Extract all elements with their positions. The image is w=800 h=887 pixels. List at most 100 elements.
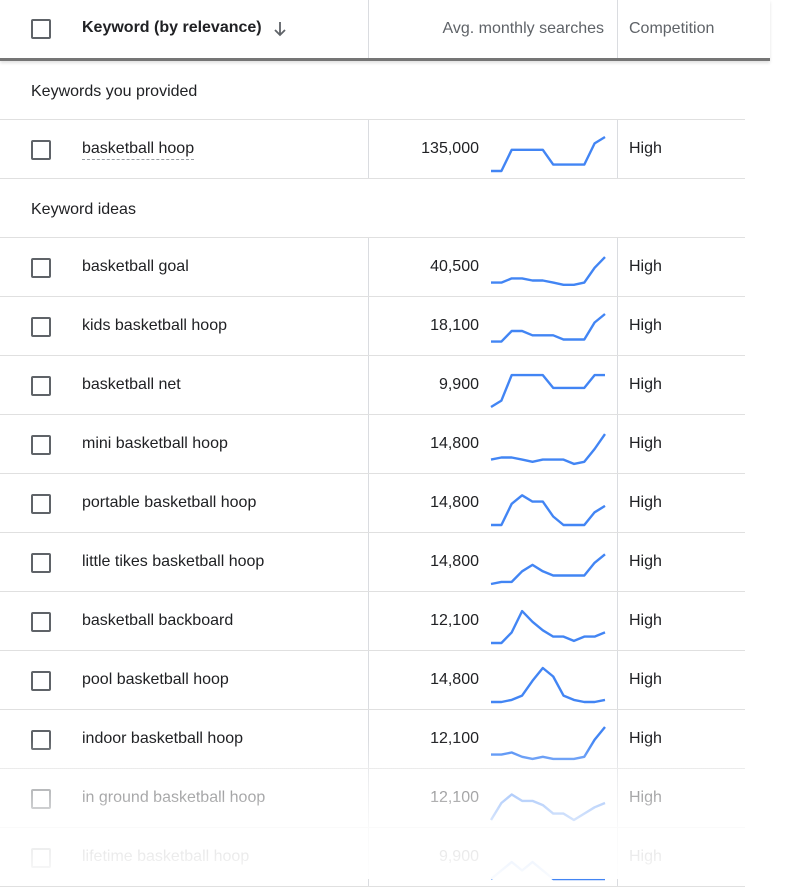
trend-line bbox=[491, 609, 606, 645]
column-divider bbox=[368, 120, 369, 178]
provided-rows: basketball hoop 135,000 High bbox=[0, 120, 770, 179]
table-row[interactable]: in ground basketball hoop 12,100 High bbox=[0, 769, 745, 828]
trend-line bbox=[490, 373, 605, 409]
column-divider bbox=[617, 356, 618, 414]
table-row[interactable]: indoor basketball hoop 12,100 High bbox=[0, 710, 745, 769]
column-divider bbox=[368, 238, 369, 296]
competition-level: High bbox=[629, 140, 662, 157]
table-row[interactable]: basketball goal 40,500 High bbox=[0, 238, 745, 297]
table-row[interactable]: lifetime basketball hoop 9,900 High bbox=[0, 828, 745, 887]
competition-level: High bbox=[629, 730, 662, 747]
column-divider bbox=[368, 297, 369, 355]
column-header-keyword[interactable]: Keyword (by relevance) bbox=[82, 19, 262, 36]
trend-line bbox=[490, 860, 605, 881]
section-provided: Keywords you provided bbox=[0, 61, 745, 120]
row-checkbox[interactable] bbox=[31, 789, 51, 809]
section-label: Keywords you provided bbox=[31, 83, 198, 100]
row-checkbox[interactable] bbox=[31, 553, 51, 573]
row-checkbox[interactable] bbox=[31, 612, 51, 632]
column-divider bbox=[368, 0, 369, 58]
row-checkbox[interactable] bbox=[31, 258, 51, 278]
column-divider bbox=[368, 533, 369, 591]
trend-line bbox=[491, 666, 606, 704]
avg-monthly-searches: 135,000 bbox=[421, 140, 479, 157]
competition-level: High bbox=[629, 789, 662, 806]
row-checkbox[interactable] bbox=[31, 435, 51, 455]
idea-rows: basketball goal 40,500 High kids basketball… bbox=[0, 238, 770, 887]
row-checkbox[interactable] bbox=[31, 730, 51, 750]
competition-level: High bbox=[629, 376, 662, 393]
trend-line bbox=[491, 313, 606, 343]
trend-line bbox=[491, 726, 606, 761]
avg-monthly-searches: 12,100 bbox=[430, 612, 479, 629]
keyword-text: lifetime basketball hoop bbox=[82, 848, 250, 865]
column-divider bbox=[617, 474, 618, 532]
select-all-checkbox[interactable] bbox=[31, 19, 51, 39]
avg-monthly-searches: 14,800 bbox=[430, 671, 479, 688]
trend-sparkline[interactable] bbox=[490, 485, 606, 529]
keyword-text: basketball backboard bbox=[82, 612, 234, 629]
keyword-ideas-table: Keyword (by relevance) Avg. monthly sear… bbox=[0, 0, 770, 887]
column-divider bbox=[368, 828, 369, 886]
table-row[interactable]: kids basketball hoop 18,100 High bbox=[0, 297, 745, 356]
column-divider bbox=[617, 533, 618, 591]
competition-level: High bbox=[629, 671, 662, 688]
table-header: Keyword (by relevance) Avg. monthly sear… bbox=[0, 0, 770, 61]
trend-sparkline[interactable] bbox=[490, 721, 606, 765]
trend-sparkline[interactable] bbox=[490, 131, 606, 175]
section-label: Keyword ideas bbox=[31, 201, 136, 218]
keyword-text: in ground basketball hoop bbox=[82, 789, 266, 806]
keyword-text: indoor basketball hoop bbox=[82, 730, 244, 747]
keyword-text[interactable]: basketball hoop bbox=[82, 140, 195, 160]
avg-monthly-searches: 18,100 bbox=[430, 317, 479, 334]
trend-sparkline[interactable] bbox=[490, 839, 606, 883]
competition-level: High bbox=[629, 317, 662, 334]
avg-monthly-searches: 14,800 bbox=[430, 435, 479, 452]
trend-sparkline[interactable] bbox=[490, 544, 606, 588]
avg-monthly-searches: 9,900 bbox=[438, 376, 479, 393]
table-row[interactable]: basketball hoop 135,000 High bbox=[0, 120, 745, 179]
row-checkbox[interactable] bbox=[31, 376, 51, 396]
column-divider bbox=[368, 769, 369, 827]
table-row[interactable]: basketball backboard 12,100 High bbox=[0, 592, 745, 651]
trend-line bbox=[490, 553, 606, 586]
table-row[interactable]: pool basketball hoop 14,800 High bbox=[0, 651, 745, 710]
table-row[interactable]: basketball net 9,900 High bbox=[0, 356, 745, 415]
column-header-competition[interactable]: Competition bbox=[629, 20, 715, 37]
column-divider bbox=[368, 474, 369, 532]
table-row[interactable]: mini basketball hoop 14,800 High bbox=[0, 415, 745, 474]
trend-sparkline[interactable] bbox=[490, 603, 606, 647]
trend-line bbox=[490, 793, 606, 822]
column-divider bbox=[368, 651, 369, 709]
section-ideas: Keyword ideas bbox=[0, 179, 745, 238]
arrow-down-icon[interactable] bbox=[272, 20, 288, 38]
competition-level: High bbox=[629, 435, 662, 452]
trend-sparkline[interactable] bbox=[490, 249, 606, 293]
trend-sparkline[interactable] bbox=[490, 367, 606, 411]
trend-line bbox=[491, 135, 606, 173]
column-divider bbox=[617, 592, 618, 650]
competition-level: High bbox=[629, 553, 662, 570]
competition-level: High bbox=[629, 258, 662, 275]
row-checkbox[interactable] bbox=[31, 848, 51, 868]
table-row[interactable]: portable basketball hoop 14,800 High bbox=[0, 474, 745, 533]
keyword-text: kids basketball hoop bbox=[82, 317, 227, 334]
trend-sparkline[interactable] bbox=[490, 662, 606, 706]
column-header-searches[interactable]: Avg. monthly searches bbox=[442, 20, 604, 37]
row-checkbox[interactable] bbox=[31, 494, 51, 514]
row-checkbox[interactable] bbox=[31, 140, 51, 160]
keyword-text: portable basketball hoop bbox=[82, 494, 257, 511]
keyword-text: mini basketball hoop bbox=[82, 435, 228, 452]
trend-sparkline[interactable] bbox=[490, 308, 606, 352]
trend-sparkline[interactable] bbox=[490, 426, 606, 470]
table-row[interactable]: little tikes basketball hoop 14,800 High bbox=[0, 533, 745, 592]
avg-monthly-searches: 14,800 bbox=[430, 553, 479, 570]
trend-line bbox=[490, 433, 606, 466]
column-divider bbox=[617, 0, 618, 58]
row-checkbox[interactable] bbox=[31, 317, 51, 337]
column-divider bbox=[617, 415, 618, 473]
row-checkbox[interactable] bbox=[31, 671, 51, 691]
column-divider bbox=[368, 710, 369, 768]
trend-sparkline[interactable] bbox=[490, 780, 606, 824]
keyword-text: pool basketball hoop bbox=[82, 671, 229, 688]
